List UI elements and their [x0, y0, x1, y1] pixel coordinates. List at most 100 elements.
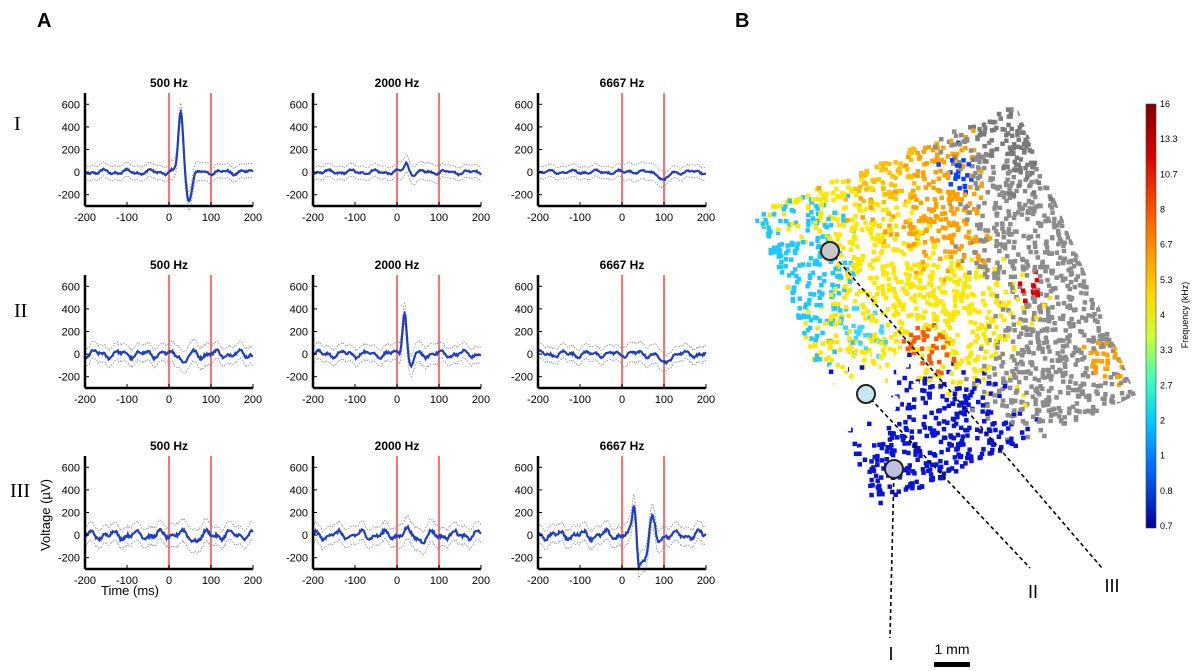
sem-lower: [537, 516, 707, 580]
x-tick-label: -200: [74, 394, 96, 406]
y-tick-label: -200: [286, 553, 308, 565]
x-tick-label: 0: [619, 212, 625, 224]
x-tick-label: 0: [394, 394, 400, 406]
waveform-plot: 2000 Hz 600 400 200 0 -200 -200 -100 0 100 200: [286, 76, 490, 224]
y-tick-label: 600: [290, 99, 308, 111]
sem-upper: [84, 517, 254, 533]
waveform-plot: 6667 Hz 600 400 200 0 -200 -200 -100 0 100 200: [511, 76, 715, 224]
plot-title: 500 Hz: [150, 439, 188, 453]
y-tick-label: 600: [515, 99, 533, 111]
colorbar-tick-label: 6.7: [1160, 240, 1173, 250]
x-tick-label: -200: [302, 575, 324, 587]
y-tick-label: 0: [302, 167, 308, 179]
y-tick-label: 200: [290, 508, 308, 520]
y-axis-label: Voltage (µV): [38, 479, 53, 551]
x-tick-label: -100: [116, 394, 138, 406]
y-tick-label: -200: [511, 553, 533, 565]
plot-title: 2000 Hz: [375, 258, 420, 272]
plot-title: 500 Hz: [150, 258, 188, 272]
colorbar-tick-label: 4: [1160, 310, 1165, 320]
x-axis-label: Time (ms): [101, 583, 159, 598]
y-tick-label: -200: [58, 553, 80, 565]
y-tick-label: 600: [515, 462, 533, 474]
y-tick-label: -200: [58, 190, 80, 202]
y-tick-label: 600: [290, 281, 308, 293]
colorbar-tick-label: 1: [1160, 451, 1165, 461]
y-tick-label: 200: [515, 145, 533, 157]
mean-trace: [537, 348, 707, 366]
y-tick-label: 600: [62, 99, 80, 111]
sem-lower: [84, 119, 254, 211]
recording-site-marker: [884, 459, 904, 479]
mean-trace: [311, 310, 482, 369]
x-tick-label: 0: [619, 394, 625, 406]
sem-lower: [537, 175, 707, 189]
row-label-i: I: [14, 113, 21, 135]
y-tick-label: 600: [290, 462, 308, 474]
y-tick-label: -200: [286, 190, 308, 202]
scale-bar: [934, 662, 970, 667]
plot-title: 2000 Hz: [375, 439, 420, 453]
x-tick-label: 0: [394, 212, 400, 224]
x-tick-label: 200: [472, 212, 490, 224]
row-label-iii: III: [10, 480, 30, 502]
colorbar-tick-label: 8: [1160, 205, 1165, 215]
recording-site-marker: [856, 384, 876, 404]
y-tick-label: -200: [286, 372, 308, 384]
y-tick-label: 400: [515, 485, 533, 497]
x-tick-label: -200: [527, 394, 549, 406]
waveform-plot: 6667 Hz 600 400 200 0 -200 -200 -100 0 100 200: [511, 258, 715, 406]
x-tick-label: 200: [472, 575, 490, 587]
x-tick-label: 0: [619, 575, 625, 587]
y-tick-label: 200: [515, 327, 533, 339]
y-tick-label: 400: [515, 122, 533, 134]
mean-trace: [84, 107, 254, 203]
plot-title: 2000 Hz: [375, 76, 420, 90]
panel-a-label: A: [37, 10, 52, 32]
x-tick-label: 100: [430, 575, 448, 587]
x-tick-label: 200: [472, 394, 490, 406]
x-tick-label: 200: [697, 575, 715, 587]
y-tick-label: 0: [74, 167, 80, 179]
x-tick-label: -200: [527, 212, 549, 224]
site-label: I: [888, 644, 893, 664]
sem-upper: [312, 514, 482, 533]
plot-title: 6667 Hz: [600, 439, 645, 453]
colorbar-tick-label: 13.3: [1160, 134, 1178, 144]
y-tick-label: 400: [62, 304, 80, 316]
sem-upper: [84, 101, 254, 193]
y-tick-label: 400: [62, 122, 80, 134]
mean-trace: [84, 347, 254, 364]
sem-upper: [537, 494, 707, 557]
x-tick-label: -100: [116, 212, 138, 224]
x-tick-label: -100: [344, 212, 366, 224]
x-tick-label: 100: [202, 575, 220, 587]
x-tick-label: 100: [655, 394, 673, 406]
x-tick-label: -100: [569, 575, 591, 587]
site-label: II: [1028, 582, 1038, 602]
x-tick-label: -200: [302, 394, 324, 406]
y-tick-label: 0: [302, 349, 308, 361]
x-tick-label: 100: [430, 394, 448, 406]
y-tick-label: 200: [62, 508, 80, 520]
y-tick-label: 600: [62, 281, 80, 293]
x-tick-label: 200: [244, 575, 262, 587]
x-tick-label: 200: [697, 394, 715, 406]
y-tick-label: 200: [62, 327, 80, 339]
waveform-plot: 500 Hz 600 400 200 0 -200 -200 -100 0 100 200: [58, 258, 262, 406]
y-tick-label: -200: [511, 190, 533, 202]
y-tick-label: 200: [515, 508, 533, 520]
x-tick-label: 100: [655, 575, 673, 587]
sem-lower: [312, 170, 482, 186]
y-tick-label: -200: [58, 372, 80, 384]
sem-upper: [84, 337, 254, 353]
mean-trace: [84, 526, 254, 544]
y-tick-label: 400: [290, 122, 308, 134]
x-tick-label: -100: [569, 394, 591, 406]
sem-upper: [312, 302, 482, 357]
waveform-plot: 2000 Hz 600 400 200 0 -200 -200 -100 0 100 200: [286, 258, 490, 406]
x-tick-label: -200: [74, 212, 96, 224]
x-tick-label: 100: [430, 212, 448, 224]
plot-title: 6667 Hz: [600, 76, 645, 90]
y-tick-label: 0: [527, 349, 533, 361]
